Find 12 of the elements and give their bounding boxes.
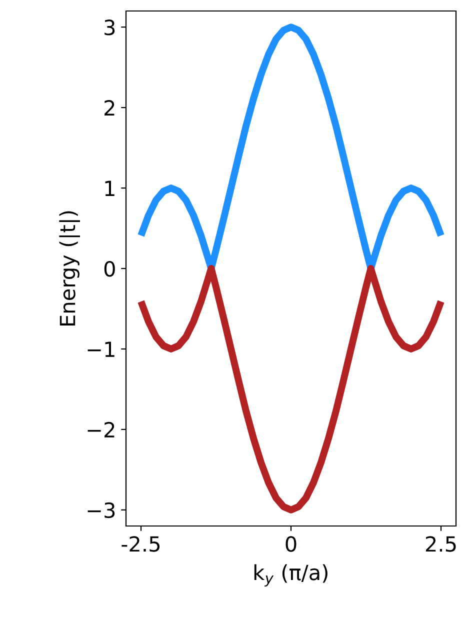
y-tick-label: 2 bbox=[104, 100, 114, 116]
y-tick-label: 3 bbox=[104, 20, 115, 36]
x-tick-label: 0 bbox=[286, 536, 296, 552]
y-axis-title: Energy (|t|) bbox=[59, 211, 80, 326]
y-tick-label: −3 bbox=[88, 502, 115, 518]
y-tick-label: 1 bbox=[105, 180, 114, 196]
y-tick-label: 0 bbox=[104, 260, 115, 277]
y-tick-label: −2 bbox=[88, 422, 114, 438]
x-axis-title: k$_{y}$ (π/a) bbox=[254, 564, 328, 586]
y-tick-label: −1 bbox=[88, 342, 114, 357]
x-tick-label: 2.5 bbox=[426, 536, 456, 552]
x-tick-label: -2.5 bbox=[122, 536, 160, 552]
